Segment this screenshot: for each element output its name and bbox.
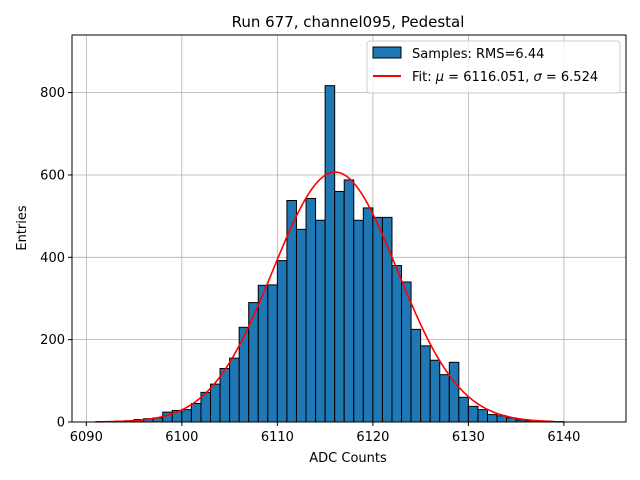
chart-title: Run 677, channel095, Pedestal [232,13,465,31]
histogram-bar [324,85,336,423]
legend-fit-sigma-value: = 6.524 [542,70,598,85]
histogram-bar [248,302,259,423]
histogram-bar [477,409,488,423]
x-tick-label: 6140 [547,430,580,445]
y-tick-label: 800 [40,86,65,101]
x-tick-label: 6100 [165,430,198,445]
histogram-bar [467,405,479,423]
histogram-bar [448,361,460,423]
x-tick-label: 6130 [452,430,485,445]
legend-fit-mu-symbol: μ [435,70,444,85]
histogram-bar [267,284,278,423]
legend-box [366,40,621,94]
fit-curve [95,171,555,423]
x-axis-label: ADC Counts [309,451,387,466]
plot-frame [71,34,627,423]
legend-histogram-label: Samples: RMS=6.44 [412,47,544,62]
histogram-bar [315,219,326,423]
y-tick-label: 600 [40,168,65,183]
histogram-bar [381,216,393,423]
histogram-bar [420,345,431,423]
histogram-bar [401,281,412,423]
histogram-bar [229,357,240,423]
histogram-bar [334,190,345,423]
histogram-bar [391,265,403,423]
y-axis-label: Entries [15,205,30,251]
legend-histogram-swatch [372,46,402,59]
histogram-bars [95,85,565,423]
histogram-bar [210,383,221,423]
histogram-bar [439,374,450,423]
y-tick-label: 0 [57,416,65,431]
histogram-bar [181,409,192,423]
x-tick-label: 6090 [70,430,103,445]
legend: Samples: RMS=6.44 Fit: μ = 6116.051, σ =… [366,40,621,94]
histogram-bar [190,402,202,423]
x-tick-label: 6110 [261,430,294,445]
histogram-bar [276,260,288,423]
histogram-bar [362,207,374,423]
histogram-bar [305,197,317,423]
histogram-bar [487,414,498,423]
legend-fit-sigma-symbol: σ [534,70,543,85]
fit-curve-group [95,171,555,423]
legend-fit-mu-value: = 6116.051, [444,70,533,85]
histogram-bar [353,219,364,423]
histogram-bar [219,367,231,423]
histogram-bar [295,228,307,423]
histogram-bar [410,328,422,423]
y-axis-ticks: 0 200 400 600 800 [40,86,72,431]
histogram-bar [372,216,383,423]
y-tick-label: 400 [40,251,65,266]
histogram-bar [257,284,269,423]
histogram-bar [458,396,469,423]
y-tick-label: 200 [40,333,65,348]
x-axis-ticks: 6090 6100 6110 6120 6130 6140 [70,422,580,445]
histogram-bar [429,359,441,423]
x-tick-label: 6120 [356,430,389,445]
histogram-bar [343,179,355,423]
legend-fit-label: Fit: μ = 6116.051, σ = 6.524 [412,70,598,85]
legend-fit-prefix: Fit: [412,70,436,85]
